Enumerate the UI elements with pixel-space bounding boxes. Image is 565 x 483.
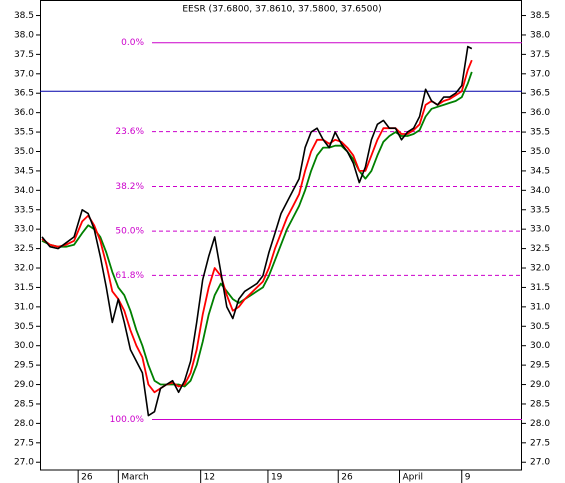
y-tick-label: 32.5 — [14, 244, 34, 254]
fib-label: 50.0% — [115, 227, 144, 237]
x-tick-label: April — [402, 473, 423, 483]
chart-title: EESR (37.6800, 37.8610, 37.5800, 37.6500… — [182, 5, 381, 15]
y-tick-label: 31.5 — [530, 283, 550, 293]
price-line — [41, 45, 473, 417]
y-tick-label: 30.5 — [530, 322, 550, 332]
y-tick-label: 33.0 — [530, 225, 550, 235]
y-tick-label: 35.0 — [14, 147, 34, 157]
y-tick-label: 29.0 — [530, 380, 550, 390]
y-tick-label: 31.5 — [14, 283, 34, 293]
x-tick-label: March — [121, 473, 148, 483]
y-tick-label: 38.0 — [530, 30, 550, 40]
y-tick-label: 34.0 — [530, 186, 550, 196]
price-line — [41, 59, 473, 394]
y-tick-label: 28.0 — [530, 419, 550, 429]
y-tick-label: 27.5 — [530, 438, 550, 448]
y-tick-label: 32.5 — [530, 244, 550, 254]
y-tick-label: 37.0 — [530, 69, 550, 79]
y-tick-label: 36.0 — [14, 108, 34, 118]
y-tick-label: 29.0 — [14, 380, 34, 390]
y-tick-label: 37.5 — [14, 50, 34, 60]
y-tick-label: 30.0 — [14, 341, 34, 351]
fib-label: 0.0% — [121, 38, 144, 48]
y-tick-label: 34.0 — [14, 186, 34, 196]
y-tick-label: 29.5 — [14, 361, 34, 371]
y-tick-label: 32.0 — [530, 264, 550, 274]
y-tick-label: 31.0 — [530, 302, 550, 312]
y-tick-label: 34.5 — [530, 166, 550, 176]
x-tick-label: 9 — [465, 473, 471, 483]
y-tick-label: 28.0 — [14, 419, 34, 429]
y-tick-label: 37.5 — [530, 50, 550, 60]
y-tick-label: 33.5 — [530, 205, 550, 215]
y-tick-label: 33.0 — [14, 225, 34, 235]
y-tick-label: 27.0 — [14, 458, 34, 468]
y-tick-label: 36.5 — [14, 89, 34, 99]
x-tick-label: 12 — [204, 473, 215, 483]
y-tick-label: 28.5 — [14, 399, 34, 409]
y-tick-label: 28.5 — [530, 399, 550, 409]
x-tick-label: 26 — [81, 473, 93, 483]
y-tick-label: 31.0 — [14, 302, 34, 312]
y-tick-label: 32.0 — [14, 264, 34, 274]
y-tick-label: 35.5 — [14, 128, 34, 138]
y-tick-label: 27.0 — [530, 458, 550, 468]
y-tick-label: 29.5 — [530, 361, 550, 371]
y-tick-label: 37.0 — [14, 69, 34, 79]
fib-label: 23.6% — [115, 127, 144, 137]
y-tick-label: 27.5 — [14, 438, 34, 448]
y-tick-label: 36.0 — [530, 108, 550, 118]
plot-frame — [40, 0, 522, 471]
y-tick-label: 30.0 — [530, 341, 550, 351]
x-tick-label: 26 — [341, 473, 353, 483]
y-tick-label: 34.5 — [14, 166, 34, 176]
y-tick-label: 33.5 — [14, 205, 34, 215]
y-tick-label: 35.5 — [530, 128, 550, 138]
y-tick-label: 35.0 — [530, 147, 550, 157]
y-tick-label: 38.5 — [14, 11, 34, 21]
fib-label: 100.0% — [110, 415, 145, 425]
y-tick-label: 38.0 — [14, 30, 34, 40]
y-tick-label: 30.5 — [14, 322, 34, 332]
fib-label: 61.8% — [115, 271, 144, 281]
x-tick-label: 19 — [271, 473, 283, 483]
y-tick-label: 38.5 — [530, 11, 550, 21]
y-tick-label: 36.5 — [530, 89, 550, 99]
fib-label: 38.2% — [115, 182, 144, 192]
